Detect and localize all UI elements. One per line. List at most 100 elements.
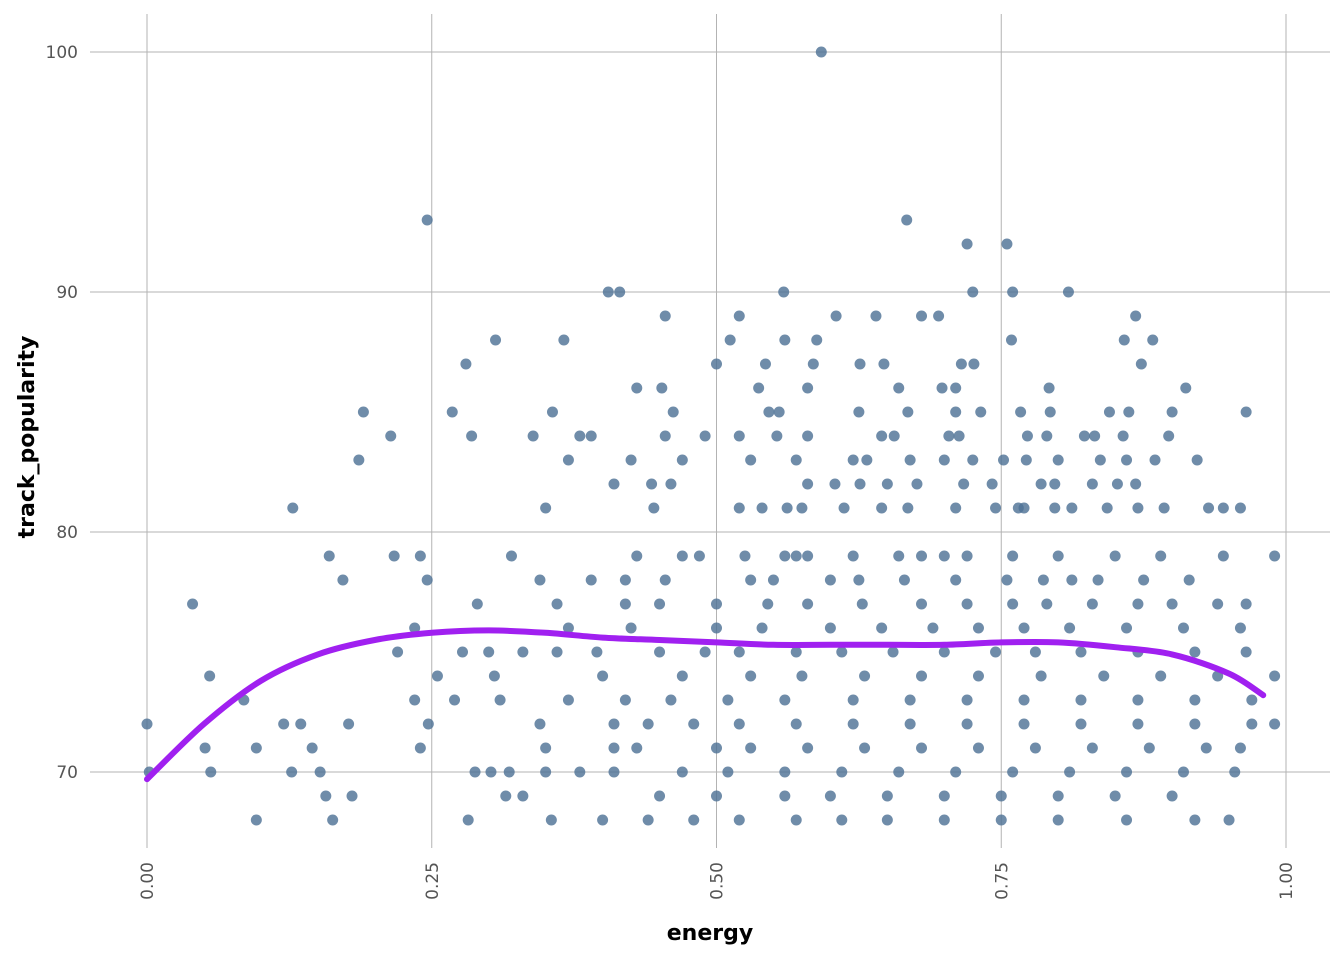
data-point: [659, 430, 671, 442]
data-point: [471, 598, 483, 610]
data-point: [1052, 790, 1064, 802]
data-point: [205, 766, 217, 778]
data-point: [1189, 646, 1201, 658]
x-axis-ticks: 0.00 0.25 0.50 0.75 1.00: [138, 862, 1297, 900]
data-point: [953, 430, 965, 442]
data-point: [745, 574, 757, 586]
data-point: [286, 766, 298, 778]
data-point: [916, 670, 928, 682]
data-point: [574, 430, 586, 442]
data-point: [790, 814, 802, 826]
data-point: [1064, 622, 1076, 634]
data-point: [353, 454, 365, 466]
data-point: [1021, 430, 1033, 442]
data-point: [1234, 502, 1246, 514]
data-point: [1049, 478, 1061, 490]
data-point: [1103, 406, 1115, 418]
data-point: [1086, 598, 1098, 610]
data-point: [574, 766, 586, 778]
data-point: [1189, 814, 1201, 826]
data-point: [990, 646, 1002, 658]
data-point: [711, 622, 722, 634]
data-point: [1200, 742, 1212, 754]
data-point: [733, 718, 745, 730]
data-point: [790, 646, 802, 658]
data-point: [625, 454, 637, 466]
data-point: [327, 814, 339, 826]
data-point: [847, 550, 859, 562]
data-point: [1229, 766, 1241, 778]
data-point: [870, 310, 882, 322]
data-point: [534, 718, 546, 730]
data-point: [562, 454, 574, 466]
data-point: [811, 334, 823, 346]
data-point: [824, 790, 836, 802]
data-point: [1189, 718, 1201, 730]
data-point: [1234, 742, 1246, 754]
data-point: [1132, 694, 1144, 706]
data-point: [802, 742, 814, 754]
data-point: [385, 430, 397, 442]
data-point: [779, 550, 791, 562]
y-tick-label: 70: [56, 763, 78, 783]
data-point: [1109, 790, 1121, 802]
data-point: [608, 742, 620, 754]
data-point: [500, 790, 512, 802]
data-point: [902, 406, 914, 418]
data-point: [1121, 622, 1133, 634]
data-point: [295, 718, 307, 730]
data-point: [881, 790, 893, 802]
data-point: [998, 454, 1010, 466]
data-point: [1020, 454, 1032, 466]
data-point: [722, 694, 734, 706]
x-tick-label: 0.50: [708, 862, 728, 900]
data-point: [995, 814, 1007, 826]
data-point: [1018, 718, 1030, 730]
data-point: [320, 790, 332, 802]
data-point: [967, 286, 979, 298]
data-point: [287, 502, 299, 514]
data-point: [619, 598, 631, 610]
data-point: [250, 742, 262, 754]
data-point: [876, 622, 888, 634]
data-point: [916, 598, 928, 610]
data-point: [1044, 406, 1056, 418]
data-point: [585, 430, 597, 442]
data-point: [878, 358, 890, 370]
data-point: [483, 646, 495, 658]
data-point: [876, 502, 888, 514]
data-point: [781, 502, 793, 514]
data-point: [950, 406, 962, 418]
x-tick-label: 0.25: [423, 862, 443, 900]
y-tick-label: 100: [46, 43, 78, 63]
data-point: [1015, 406, 1027, 418]
data-point: [534, 574, 546, 586]
data-point: [591, 646, 603, 658]
data-point: [1018, 502, 1030, 514]
data-point: [901, 214, 913, 226]
y-tick-label: 90: [56, 283, 78, 303]
data-point: [688, 718, 700, 730]
data-point: [778, 286, 790, 298]
data-point: [876, 430, 888, 442]
data-point: [1155, 670, 1167, 682]
data-point: [771, 430, 783, 442]
data-point: [829, 478, 841, 490]
data-point: [1018, 694, 1030, 706]
data-point: [975, 406, 987, 418]
data-point: [608, 478, 620, 490]
data-point: [950, 574, 962, 586]
data-point: [1240, 406, 1252, 418]
data-point: [659, 574, 671, 586]
data-point: [323, 550, 335, 562]
data-point: [187, 598, 199, 610]
data-point: [1035, 670, 1047, 682]
data-point: [314, 766, 326, 778]
data-point: [392, 646, 404, 658]
data-point: [1163, 430, 1175, 442]
x-tick-label: 0.00: [138, 862, 158, 900]
data-point: [836, 646, 848, 658]
data-point: [654, 646, 666, 658]
data-point: [967, 454, 979, 466]
data-point: [847, 718, 859, 730]
